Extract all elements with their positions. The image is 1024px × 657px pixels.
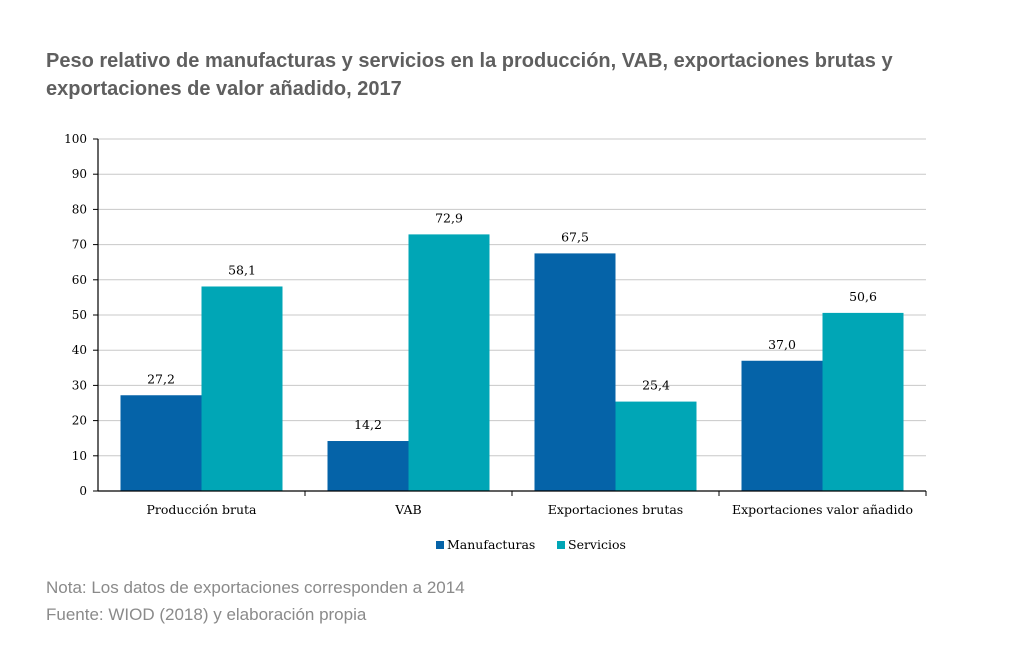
data-label: 27,2: [147, 371, 175, 386]
data-label: 25,4: [642, 378, 670, 393]
x-category-label: Exportaciones brutas: [548, 502, 683, 517]
y-tick-label: 70: [72, 238, 87, 252]
chart-title: Peso relativo de manufacturas y servicio…: [46, 50, 893, 100]
bar-manufacturas: [120, 395, 202, 491]
legend-label-servicios: Servicios: [568, 537, 626, 552]
data-label: 67,5: [561, 229, 589, 244]
legend: Manufacturas Servicios: [436, 537, 626, 552]
source-text: Fuente: WIOD (2018) y elaboración propia: [46, 605, 367, 624]
legend-swatch-servicios: [557, 541, 565, 549]
x-category-label: VAB: [394, 502, 421, 517]
y-tick-label: 80: [72, 202, 87, 216]
legend-label-manufacturas: Manufacturas: [447, 537, 535, 552]
data-label: 50,6: [849, 289, 877, 304]
y-tick-label: 100: [64, 132, 87, 146]
y-tick-label: 50: [72, 308, 87, 322]
bar-manufacturas: [534, 253, 616, 491]
data-label: 72,9: [435, 210, 463, 225]
y-tick-label: 10: [72, 449, 87, 463]
y-tick-label: 40: [72, 343, 87, 357]
bar-manufacturas: [327, 441, 409, 491]
data-label: 14,2: [354, 417, 382, 432]
bar-servicios: [408, 234, 490, 491]
legend-swatch-manufacturas: [436, 541, 444, 549]
bar-manufacturas: [741, 360, 823, 491]
y-tick-label: 0: [79, 484, 87, 498]
bars: [120, 234, 904, 491]
data-label: 37,0: [768, 337, 796, 352]
axes: 0 10 20 30 40 50 60 70 80 90 100 Producción bruta VA…: [64, 132, 927, 517]
bar-servicios: [615, 401, 697, 491]
y-tick-label: 20: [72, 414, 87, 428]
bar-servicios: [201, 286, 283, 491]
note-text: Nota: Los datos de exportaciones corresp…: [46, 578, 465, 597]
x-category-label: Producción bruta: [146, 502, 257, 517]
data-labels: 27,2 58,1 14,2 72,9 67,5 25,4 37,0 50,6: [147, 210, 877, 432]
data-label: 58,1: [228, 262, 256, 277]
y-tick-label: 90: [72, 167, 87, 181]
x-category-label: Exportaciones valor añadido: [732, 502, 913, 517]
bar-servicios: [822, 312, 904, 491]
y-tick-label: 60: [72, 273, 87, 287]
y-tick-label: 30: [72, 378, 87, 392]
